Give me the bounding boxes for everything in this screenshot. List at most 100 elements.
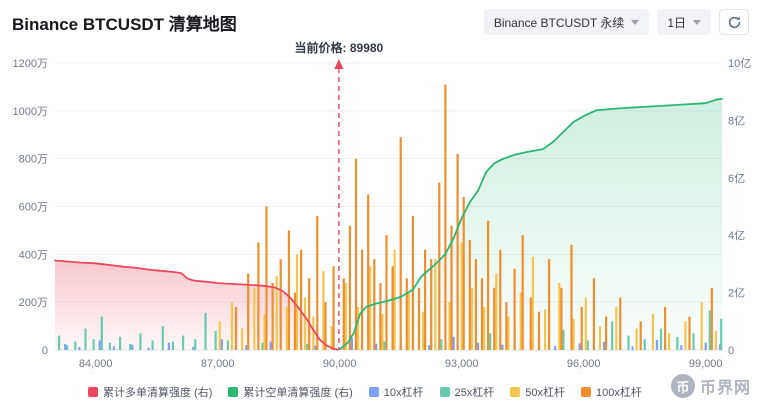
liquidation-bar bbox=[544, 309, 547, 350]
liquidation-bar bbox=[692, 333, 695, 350]
refresh-button[interactable] bbox=[719, 9, 749, 35]
liquidation-bar bbox=[560, 287, 563, 350]
liquidation-bar bbox=[171, 341, 174, 350]
liquidation-bar bbox=[322, 271, 325, 350]
liquidation-bar bbox=[405, 278, 408, 351]
legend-swatch bbox=[439, 387, 450, 397]
liquidation-bar bbox=[708, 310, 711, 350]
y-axis-tick-left: 600万 bbox=[19, 202, 48, 214]
liquidation-bar bbox=[316, 216, 319, 350]
y-axis-tick-left: 1200万 bbox=[13, 58, 48, 70]
y-axis-tick-left: 1000万 bbox=[13, 106, 48, 118]
liquidation-bar bbox=[529, 297, 532, 350]
liquidation-bar bbox=[456, 153, 459, 350]
liquidation-bar bbox=[100, 316, 103, 350]
liquidation-bar bbox=[265, 206, 268, 350]
liquidation-bar bbox=[487, 220, 490, 350]
liquidation-bar bbox=[306, 344, 309, 350]
legend-label: 25x杠杆 bbox=[454, 387, 495, 399]
symbol-select[interactable]: Binance BTCUSDT 永续 bbox=[483, 9, 650, 35]
liquidation-bar bbox=[383, 341, 386, 350]
liquidation-bar bbox=[688, 316, 691, 350]
legend-item[interactable]: 50x杠杆 bbox=[510, 384, 565, 400]
liquidation-bar bbox=[605, 316, 608, 350]
liquidation-bar bbox=[279, 259, 282, 350]
liquidation-bar bbox=[204, 312, 207, 350]
legend-item[interactable]: 10x杠杆 bbox=[368, 384, 424, 400]
liquidation-bar bbox=[580, 306, 583, 350]
liquidation-bar bbox=[440, 339, 443, 350]
liquidation-bar bbox=[548, 259, 551, 350]
y-axis-tick-right: 0 bbox=[728, 345, 734, 357]
liquidation-bar bbox=[434, 259, 437, 350]
liquidation-bar bbox=[332, 266, 335, 350]
liquidation-bar bbox=[112, 346, 116, 350]
liquidation-bar bbox=[700, 302, 703, 350]
liquidation-bar bbox=[507, 316, 510, 350]
x-axis-tick: 90,000 bbox=[323, 358, 357, 370]
liquidation-bar bbox=[603, 341, 606, 350]
liquidation-bar bbox=[438, 182, 441, 350]
legend-item[interactable]: 100x杠杆 bbox=[581, 384, 642, 400]
liquidation-bar bbox=[342, 278, 345, 351]
liquidation-bar bbox=[659, 328, 663, 350]
y-axis-tick-right: 2亿 bbox=[728, 287, 745, 300]
liquidation-bar bbox=[245, 345, 248, 350]
liquidation-bar bbox=[639, 321, 642, 350]
liquidation-bar bbox=[108, 342, 111, 350]
liquidation-bar bbox=[558, 283, 561, 350]
legend-label: 100x杠杆 bbox=[596, 387, 642, 399]
liquidation-bar bbox=[505, 302, 508, 350]
liquidation-chart[interactable]: 0 200万 400万 600万 800万 1000万 1200万 0 2亿 4亿 6亿 8亿 10亿 8… bbox=[0, 38, 759, 378]
refresh-icon bbox=[728, 16, 740, 28]
liquidation-bar bbox=[98, 340, 101, 350]
liquidation-bar bbox=[450, 225, 453, 350]
y-axis-tick-right: 4亿 bbox=[728, 229, 745, 242]
liquidation-bar bbox=[680, 345, 683, 350]
liquidation-bar bbox=[495, 273, 498, 350]
liquidation-bar bbox=[704, 342, 707, 350]
liquidation-bar bbox=[167, 342, 170, 350]
liquidation-bar bbox=[462, 196, 465, 350]
liquidation-bar bbox=[611, 321, 614, 350]
liquidation-bar bbox=[720, 318, 723, 350]
liquidation-bar bbox=[226, 340, 229, 350]
liquidation-bar bbox=[655, 340, 658, 350]
liquidation-bar bbox=[192, 346, 195, 350]
liquidation-bar bbox=[271, 283, 274, 350]
liquidation-bar bbox=[483, 306, 486, 350]
liquidation-bar bbox=[354, 158, 358, 350]
liquidation-bar bbox=[375, 343, 378, 350]
interval-select[interactable]: 1日 bbox=[657, 9, 711, 35]
liquidation-bar bbox=[379, 283, 382, 350]
liquidation-bar bbox=[570, 244, 573, 350]
liquidation-bar bbox=[263, 314, 266, 350]
liquidation-bar bbox=[253, 287, 256, 350]
legend-swatch bbox=[581, 387, 592, 397]
liquidation-bar bbox=[635, 328, 638, 350]
liquidation-bar bbox=[367, 194, 370, 350]
liquidation-bar bbox=[182, 335, 185, 350]
legend-item[interactable]: 累计多单清算强度 (右) bbox=[88, 384, 212, 400]
liquidation-bar bbox=[287, 230, 290, 350]
liquidation-bar bbox=[257, 242, 260, 350]
legend-item[interactable]: 累计空单清算强度 (右) bbox=[228, 384, 353, 400]
liquidation-bar bbox=[651, 314, 654, 350]
liquidation-bar bbox=[584, 297, 587, 350]
liquidation-bar bbox=[230, 302, 233, 350]
liquidation-bar bbox=[422, 311, 425, 350]
chart-legend: 累计多单清算强度 (右) 累计空单清算强度 (右) 10x杠杆 25x杠杆 50x杠杆 1… bbox=[88, 384, 642, 400]
liquidation-bar bbox=[718, 344, 722, 350]
liquidation-bar bbox=[58, 335, 61, 350]
legend-item[interactable]: 25x杠杆 bbox=[439, 384, 495, 400]
liquidation-bar bbox=[468, 240, 471, 350]
liquidation-bar bbox=[572, 318, 575, 350]
liquidation-bar bbox=[424, 249, 427, 350]
liquidation-bar bbox=[304, 297, 307, 350]
liquidation-bar bbox=[391, 266, 394, 350]
liquidation-bar bbox=[592, 278, 595, 351]
liquidation-bar bbox=[619, 297, 622, 350]
liquidation-bar bbox=[350, 338, 353, 350]
liquidation-bar bbox=[470, 287, 473, 350]
